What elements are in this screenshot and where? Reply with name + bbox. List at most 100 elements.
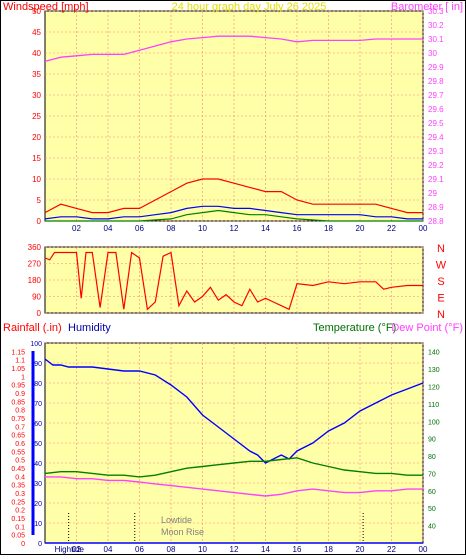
wind-x-tick-label: 14: [261, 224, 270, 233]
humidity-temperature-panel: Hightide 00.050.10.150.20.250.30.350.40.…: [3, 322, 463, 554]
humidity-x-tick-label: 12: [230, 545, 239, 554]
rainfall-tick-label: 0.3: [15, 491, 25, 498]
wind-x-tick-label: 00: [419, 224, 428, 233]
wind-tick-label: 10: [32, 175, 41, 184]
direction-tick-label: 180: [28, 276, 42, 285]
temperature-axis: 40 50 60 70 80 90 100 110 120 130 140: [428, 350, 440, 531]
wind-x-tick-label: 06: [135, 224, 144, 233]
wind-tick-label: 5: [37, 196, 42, 205]
wind-x-tick-label: 18: [324, 224, 333, 233]
barometer-tick-label: 29.6: [428, 105, 444, 114]
rainfall-tick-label: 0.55: [11, 449, 25, 456]
humidity-x-tick-label: 08: [167, 545, 176, 554]
barometer-tick-label: 29.3: [428, 147, 444, 156]
barometer-tick-label: 29.1: [428, 175, 444, 184]
temperature-tick-label: 60: [428, 489, 436, 496]
wind-tick-label: 15: [32, 154, 41, 163]
wind-tick-label: 0: [37, 217, 42, 226]
direction-tick-label: 360: [28, 243, 42, 252]
humidity-axis-label: Humidity: [68, 322, 111, 334]
rainfall-tick-label: 0.45: [11, 466, 25, 473]
temperature-tick-label: 120: [428, 384, 440, 391]
wind-x-tick-label: 22: [387, 224, 396, 233]
barometer-tick-label: 30: [428, 49, 437, 58]
rainfall-tick-label: 0.5: [15, 458, 25, 465]
humidity-tick-label: 90: [34, 361, 42, 368]
rainfall-tick-label: 0.35: [11, 483, 25, 490]
humidity-x-tick-label: 04: [104, 545, 113, 554]
wind-tick-label: 30: [32, 91, 41, 100]
wind-tick-label: 25: [32, 112, 41, 121]
event-markers: Hightide: [31, 351, 364, 554]
humidity-x-tick-label: 22: [387, 545, 396, 554]
humidity-tick-label: 10: [34, 521, 42, 528]
barometer-tick-label: 29.7: [428, 91, 444, 100]
humidity-x-tick-label: 14: [261, 545, 270, 554]
temperature-tick-label: 100: [428, 419, 440, 426]
rainfall-tick-label: 0.2: [15, 508, 25, 515]
barometer-tick-label: 29.2: [428, 161, 444, 170]
barometer-tick-label: 30.3: [428, 7, 444, 16]
wind-x-tick-label: 16: [293, 224, 302, 233]
barometer-line: [44, 35, 423, 63]
barometer-tick-label: 29: [428, 189, 437, 198]
humidity-x-tick-label: 18: [324, 545, 333, 554]
humidity-x-tick-label: 16: [293, 545, 302, 554]
rainfall-tick-label: 0.6: [15, 441, 25, 448]
wind_direction-line: [44, 251, 423, 311]
barometer-tick-label: 29.9: [428, 63, 444, 72]
dew_point-line: [45, 476, 423, 497]
humidity-tick-label: 70: [34, 401, 42, 408]
temperature-tick-label: 130: [428, 367, 440, 374]
temperature-tick-label: 140: [428, 350, 440, 357]
wind-tick-label: 40: [32, 49, 41, 58]
barometer-tick-label: 29.4: [428, 133, 444, 142]
rainfall-tick-label: 0.05: [11, 533, 25, 540]
direction-tick-label: 270: [28, 260, 42, 269]
rainfall-tick-label: 0.65: [11, 433, 25, 440]
event-marker-label: Hightide: [55, 545, 85, 554]
wind-series-group: [44, 35, 423, 222]
direction-gridlines: [45, 246, 424, 314]
wind-tick-label: 20: [32, 133, 41, 142]
rainfall-tick-label: 0.9: [15, 391, 25, 398]
wind-x-tick-label: 20: [356, 224, 365, 233]
barometer-tick-label: 28.8: [428, 217, 444, 226]
moonrise-annotation: Moon Rise: [161, 527, 204, 537]
wind_gust-line: [44, 178, 423, 214]
humidity-tick-label: 100: [30, 341, 42, 348]
wind-x-tick-label: 10: [198, 224, 207, 233]
dewpoint-axis-label: Dew Point (°F): [391, 322, 463, 334]
humidity-x-axis: 02 04 06 08 10 12 14 16 18 20 22 00: [72, 545, 428, 554]
lowtide-annotation: Lowtide: [161, 515, 192, 525]
temperature-line: [44, 457, 423, 478]
barometer-tick-label: 29.5: [428, 119, 444, 128]
rainfall-tick-label: 1: [21, 374, 25, 381]
rainfall-tick-label: 0.75: [11, 416, 25, 423]
wind-x-tick-label: 04: [104, 224, 113, 233]
temperature-tick-label: 110: [428, 402, 439, 409]
wind_avg-line: [44, 205, 423, 220]
direction-left-axis: 0 90 180 270 360: [28, 243, 42, 318]
temperature-tick-label: 90: [428, 437, 436, 444]
compass-label: S: [437, 276, 444, 288]
wind-gridlines: [45, 10, 424, 222]
humidity-tick-label: 50: [34, 441, 42, 448]
rainfall-axis-label: Rainfall (.in): [3, 322, 62, 334]
humidity-tick-label: 60: [34, 421, 42, 428]
compass-label: N: [437, 309, 445, 321]
humidity-x-tick-label: 20: [356, 545, 365, 554]
temperature-tick-label: 70: [428, 471, 436, 478]
direction-tick-label: 90: [32, 293, 41, 302]
direction-tick-label: 0: [37, 309, 42, 318]
barometer-tick-label: 29.8: [428, 77, 444, 86]
humidity-x-tick-label: 00: [419, 545, 428, 554]
humidity-tick-label: 0: [38, 541, 42, 548]
rainfall-tick-label: 0.7: [15, 424, 25, 431]
barometer-axis-label: Barometer [ in]: [391, 1, 463, 13]
temperature-tick-label: 40: [428, 524, 436, 531]
